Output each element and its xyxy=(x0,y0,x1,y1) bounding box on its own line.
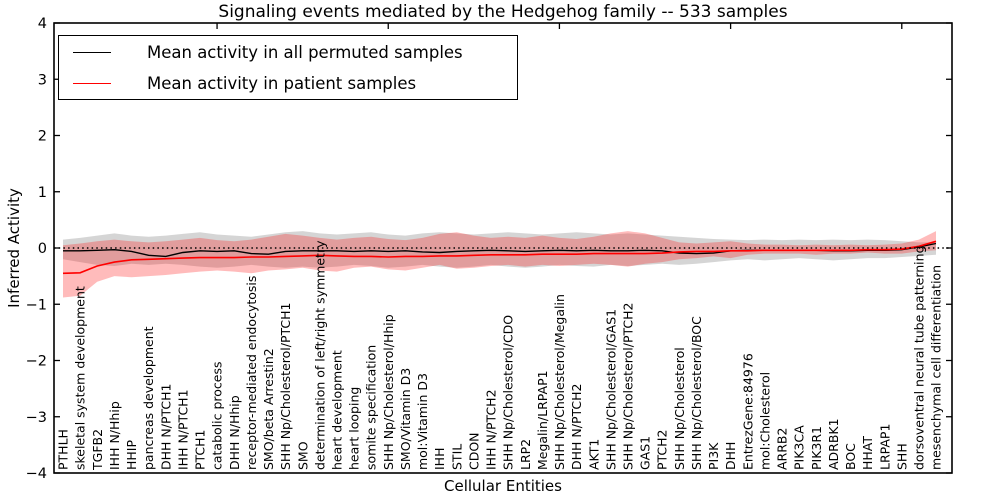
x-category-label: LRPAP1 xyxy=(877,424,892,470)
x-category-label: somite specification xyxy=(364,345,379,470)
legend-item-permuted: Mean activity in all permuted samples xyxy=(59,37,517,67)
x-category-label: PIK3CA xyxy=(792,425,807,470)
x-category-label: SMO xyxy=(295,441,310,470)
x-category-label: pancreas development xyxy=(141,326,156,470)
y-tick-label: 3 xyxy=(38,72,47,88)
x-category-label: IHH xyxy=(432,448,447,471)
legend-label-patient: Mean activity in patient samples xyxy=(147,73,417,93)
x-category-label: SHH Np/Cholesterol/CDO xyxy=(501,315,516,470)
x-category-label: SHH Np/Cholesterol/GAS1 xyxy=(603,309,618,470)
x-category-label: heart development xyxy=(329,350,344,470)
y-tick-label: 1 xyxy=(38,185,47,201)
x-category-label: IHH N/Hhip xyxy=(107,401,122,470)
y-tick-label: −3 xyxy=(26,410,47,426)
x-category-label: dorsoventral neural tube patterning xyxy=(912,246,927,471)
x-category-label: SHH Np/Cholesterol/BOC xyxy=(689,316,704,470)
x-category-label: PI3K xyxy=(706,442,721,470)
legend: Mean activity in all permuted samples Me… xyxy=(58,35,518,100)
x-category-label: SHH Np/Cholesterol/PTCH1 xyxy=(278,303,293,471)
x-category-label: EntrezGene:84976 xyxy=(740,353,755,470)
x-category-label: HHAT xyxy=(860,436,875,470)
x-category-label: receptor-mediated endocytosis xyxy=(244,276,259,470)
x-category-label: PTCH2 xyxy=(655,429,670,470)
patient-line-swatch xyxy=(73,82,111,84)
x-category-label: STIL xyxy=(449,444,464,470)
x-axis-label: Cellular Entities xyxy=(444,477,562,495)
x-category-label: Megalin/LRPAP1 xyxy=(535,370,550,470)
y-tick-label: 4 xyxy=(38,16,47,32)
x-category-label: mol:Vitamin D3 xyxy=(415,373,430,470)
x-category-label: heart looping xyxy=(347,387,362,470)
x-category-label: GAS1 xyxy=(638,436,653,470)
x-category-label: determination of left/right symmetry xyxy=(312,240,327,470)
x-category-label: mesenchymal cell differentiation xyxy=(929,265,944,470)
x-category-label: HHIP xyxy=(124,440,139,470)
y-tick-label: 2 xyxy=(38,129,47,145)
x-category-label: LRP2 xyxy=(518,439,533,470)
x-category-label: AKT1 xyxy=(586,439,601,470)
axes-frame xyxy=(53,22,953,474)
y-tick-label: −1 xyxy=(26,297,47,313)
chart-title: Signaling events mediated by the Hedgeho… xyxy=(218,2,788,22)
x-category-label: PIK3R1 xyxy=(809,426,824,470)
x-category-label: SHH Np/Cholesterol xyxy=(672,347,687,470)
x-category-label: SHH Np/Cholesterol/PTCH2 xyxy=(620,303,635,471)
x-category-label: mol:Cholesterol xyxy=(757,372,772,470)
x-category-label: SMO/beta Arrestin2 xyxy=(261,348,276,470)
x-category-label: skeletal system development xyxy=(73,286,88,470)
x-category-label: PTCH1 xyxy=(193,429,208,470)
y-tick-label: −2 xyxy=(26,354,47,370)
permuted-line-swatch xyxy=(73,51,111,53)
x-category-label: SMO/Vitamin D3 xyxy=(398,368,413,470)
x-category-label: PTHLH xyxy=(56,429,71,470)
x-category-label: ARRB2 xyxy=(775,428,790,470)
x-category-label: CDON xyxy=(466,432,481,470)
x-category-label: SHH xyxy=(894,443,909,470)
x-category-label: BOC xyxy=(843,443,858,470)
x-category-label: DHH xyxy=(723,442,738,470)
x-category-label: DHH N/PTCH1 xyxy=(158,384,173,470)
x-category-label: TGFB2 xyxy=(90,429,105,471)
x-category-label: DHH N/Hhip xyxy=(227,395,242,470)
y-axis-label: Inferred Activity xyxy=(5,188,23,308)
x-category-label: SHH Np/Cholesterol/Hhip xyxy=(381,314,396,470)
patient-mean-line xyxy=(62,240,937,275)
legend-item-patient: Mean activity in patient samples xyxy=(59,68,517,98)
x-category-label: ADRBK1 xyxy=(826,418,841,470)
x-category-label: IHH N/PTCH2 xyxy=(484,389,499,470)
y-tick-label: −4 xyxy=(26,466,47,482)
x-category-label: DHH N/PTCH2 xyxy=(569,384,584,470)
y-tick-label: 0 xyxy=(38,241,47,257)
permuted-confidence-band xyxy=(63,231,936,268)
legend-label-permuted: Mean activity in all permuted samples xyxy=(147,42,463,62)
x-category-label: SHH Np/Cholesterol/Megalin xyxy=(552,294,567,470)
x-category-label: catabolic process xyxy=(210,361,225,470)
x-category-label: IHH N/PTCH1 xyxy=(175,389,190,470)
